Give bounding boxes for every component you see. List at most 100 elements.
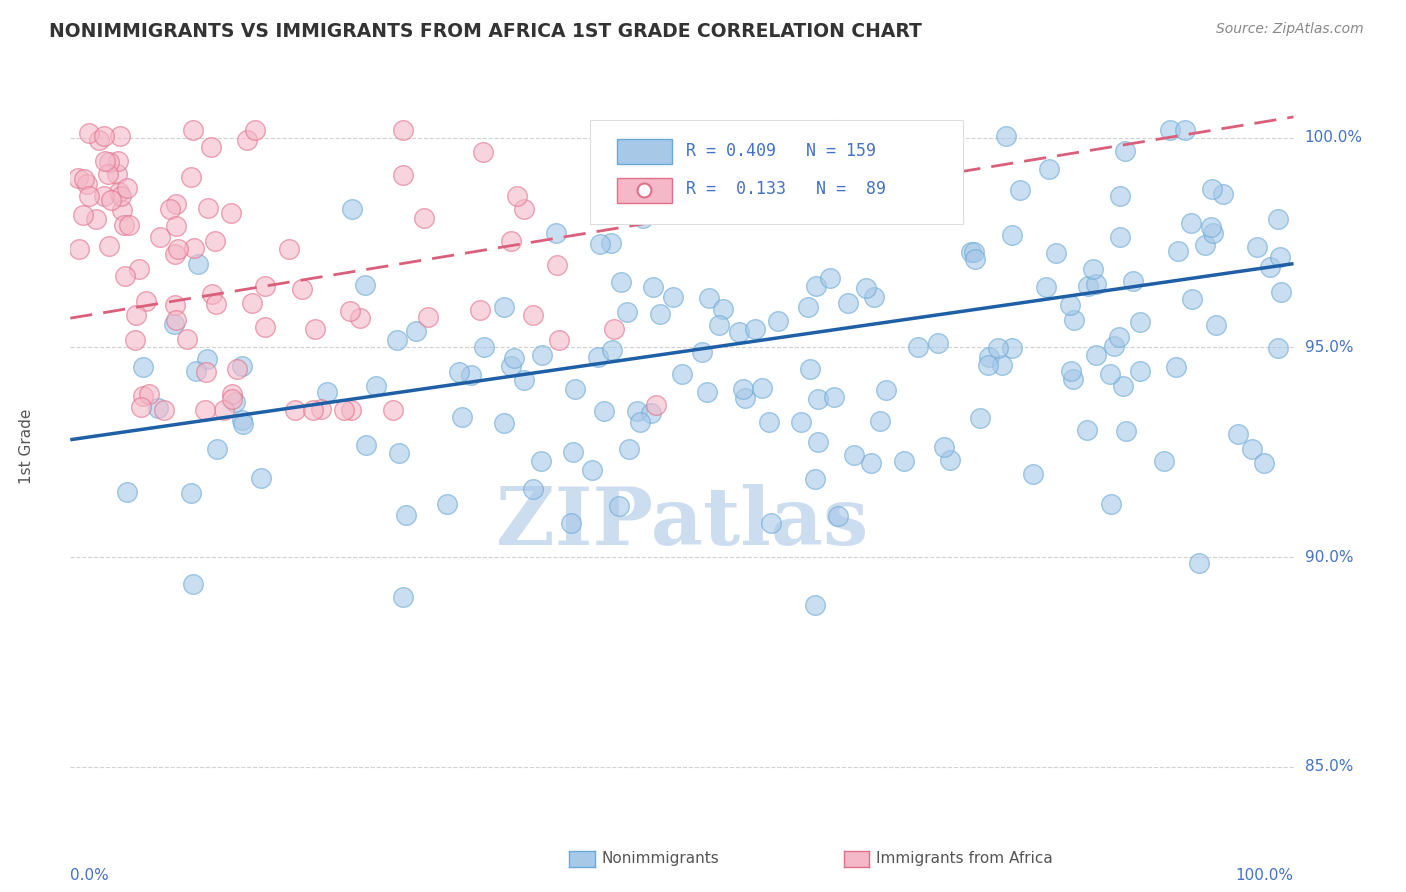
Point (204, 235, 226, 249)
Text: Nonimmigrants: Nonimmigrants (602, 852, 720, 866)
Point (513, 373, 536, 387)
Point (165, 313, 187, 327)
Point (225, 362, 247, 376)
Point (194, 403, 217, 417)
Point (392, 122, 415, 136)
Point (249, 471, 271, 485)
Point (603, 322, 626, 336)
Point (97, 168, 120, 182)
Text: 100.0%: 100.0% (1236, 869, 1294, 883)
Point (1062, 372, 1084, 386)
Point (472, 145, 495, 160)
Point (599, 202, 621, 216)
Point (671, 368, 693, 382)
Point (304, 322, 326, 336)
Point (619, 442, 641, 456)
Point (1188, 556, 1211, 570)
Point (977, 358, 1000, 372)
Point (1258, 260, 1281, 275)
Point (875, 383, 897, 397)
Point (472, 340, 495, 354)
Point (1212, 187, 1234, 202)
Point (593, 404, 616, 418)
Point (1059, 364, 1081, 378)
Point (94, 154, 117, 169)
Point (633, 827, 655, 841)
Point (128, 262, 150, 277)
Point (231, 412, 253, 426)
Point (758, 415, 780, 429)
Point (522, 309, 544, 323)
Point (108, 185, 131, 199)
Point (991, 358, 1014, 372)
Point (963, 252, 986, 267)
Point (1045, 245, 1067, 260)
Point (221, 386, 243, 401)
Point (586, 350, 609, 364)
Point (436, 497, 458, 511)
Point (460, 368, 482, 382)
Point (530, 453, 553, 467)
Point (100, 193, 122, 207)
Point (544, 226, 567, 240)
Point (84, 212, 107, 227)
Point (149, 230, 172, 244)
Point (77, 126, 100, 140)
Point (869, 414, 891, 428)
Point (969, 411, 991, 425)
Point (354, 437, 377, 451)
Point (1038, 161, 1060, 176)
Point (301, 403, 323, 417)
Point (803, 598, 825, 612)
Point (648, 307, 671, 321)
Point (1076, 423, 1098, 437)
Point (643, 279, 665, 293)
Point (662, 290, 685, 304)
Point (1268, 250, 1291, 264)
Point (97, 239, 120, 253)
Point (907, 340, 929, 354)
Point (1129, 364, 1152, 378)
Point (124, 308, 146, 322)
Point (977, 351, 1000, 365)
Text: 1st Grade: 1st Grade (18, 409, 34, 483)
Point (153, 403, 176, 417)
Point (995, 129, 1018, 144)
Point (184, 364, 207, 378)
Point (581, 463, 603, 477)
Point (163, 246, 186, 260)
Text: R = 0.409   N = 159: R = 0.409 N = 159 (686, 142, 876, 160)
Point (600, 235, 623, 250)
Point (1201, 182, 1223, 196)
Point (600, 343, 623, 357)
Point (846, 140, 869, 154)
Point (790, 415, 813, 429)
Point (1174, 122, 1197, 136)
Point (1108, 229, 1130, 244)
Point (284, 403, 307, 417)
Point (129, 400, 152, 414)
Point (159, 202, 181, 216)
Point (183, 241, 205, 255)
Text: 95.0%: 95.0% (1305, 340, 1353, 355)
Point (66, 171, 89, 186)
Point (232, 417, 254, 432)
Point (1022, 467, 1045, 481)
Point (388, 445, 411, 459)
Point (219, 206, 242, 220)
Point (290, 282, 312, 296)
Point (194, 365, 217, 379)
Point (112, 218, 135, 232)
Point (531, 348, 554, 362)
Point (166, 242, 188, 256)
Point (1205, 318, 1227, 332)
Point (181, 122, 204, 136)
Point (72, 209, 94, 223)
Point (1109, 189, 1132, 203)
Point (111, 202, 134, 217)
Point (562, 445, 585, 459)
Text: 0.0%: 0.0% (70, 869, 110, 883)
Point (893, 454, 915, 468)
Point (744, 322, 766, 336)
Point (1108, 330, 1130, 344)
